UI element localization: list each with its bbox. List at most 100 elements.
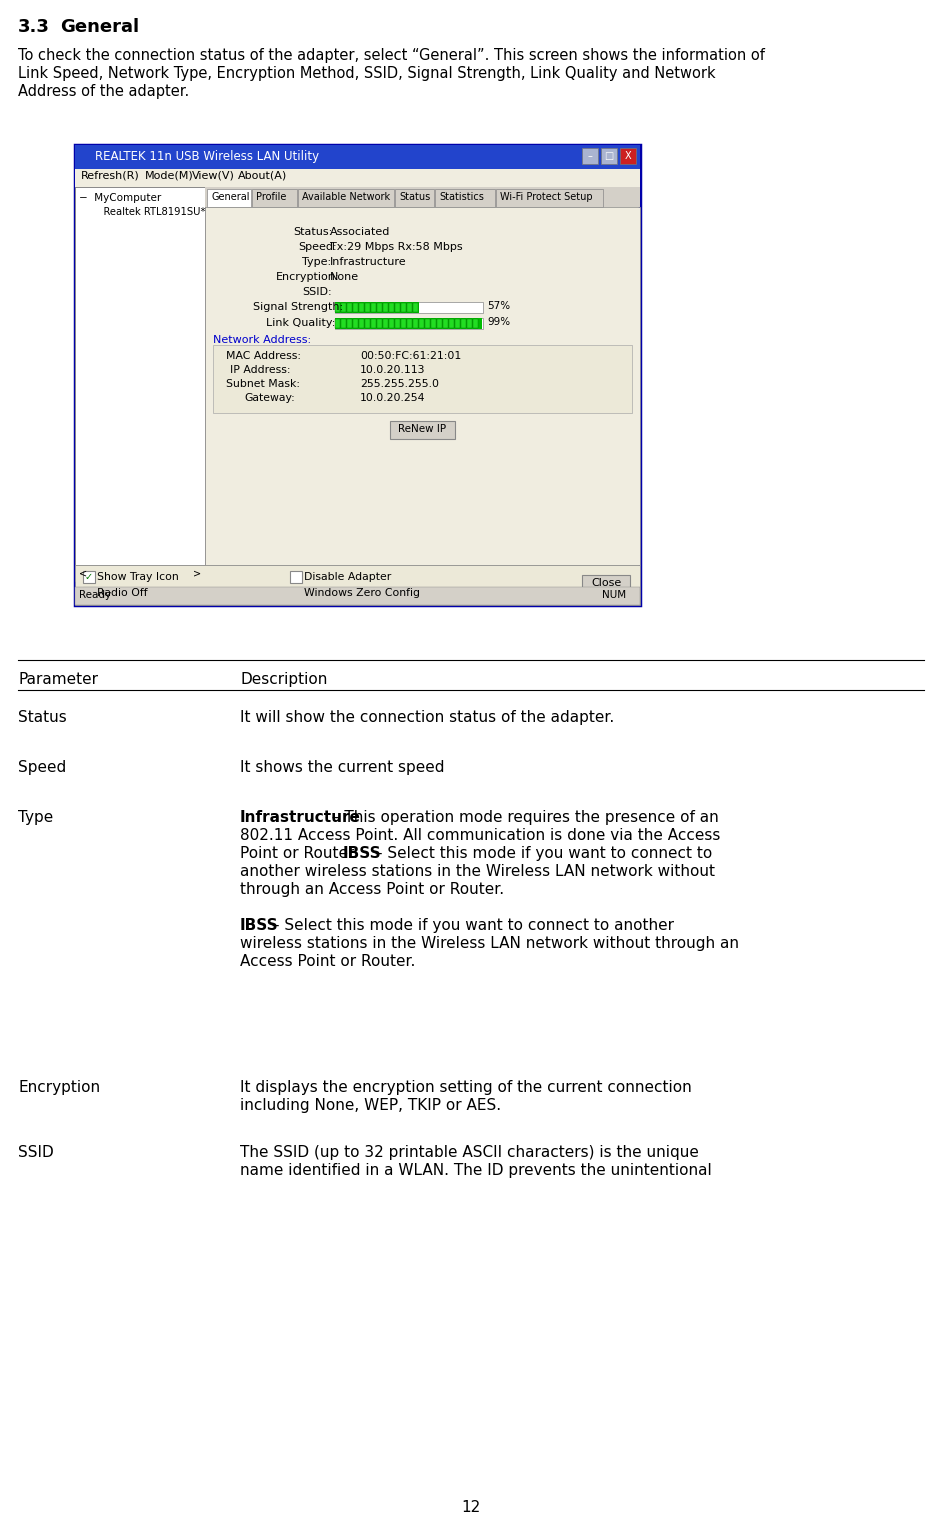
Text: including None, WEP, TKIP or AES.: including None, WEP, TKIP or AES.: [240, 1097, 501, 1113]
Text: IP Address:: IP Address:: [231, 365, 291, 374]
Text: −  MyComputer: − MyComputer: [79, 193, 161, 202]
Bar: [341, 320, 346, 329]
Text: Infrastructure: Infrastructure: [330, 257, 407, 266]
Bar: [290, 571, 302, 583]
Text: REALTEK 11n USB Wireless LAN Utility: REALTEK 11n USB Wireless LAN Utility: [95, 151, 319, 163]
Bar: [353, 320, 358, 329]
Bar: [75, 145, 640, 606]
Text: Realtek RTL8191SU*: Realtek RTL8191SU*: [91, 207, 205, 218]
Text: name identified in a WLAN. The ID prevents the unintentional: name identified in a WLAN. The ID preven…: [240, 1163, 712, 1178]
Text: Speed:: Speed:: [298, 242, 336, 253]
Bar: [347, 303, 352, 312]
Text: 00:50:FC:61:21:01: 00:50:FC:61:21:01: [360, 352, 462, 361]
Bar: [419, 320, 424, 329]
Text: General: General: [211, 192, 250, 202]
Bar: [407, 320, 412, 329]
Text: 802.11 Access Point. All communication is done via the Access: 802.11 Access Point. All communication i…: [240, 828, 721, 843]
Text: Parameter: Parameter: [18, 673, 98, 686]
Text: 10.0.20.113: 10.0.20.113: [360, 365, 426, 374]
Text: SSID:: SSID:: [302, 288, 333, 297]
Text: 99%: 99%: [487, 317, 511, 327]
Text: <: <: [79, 568, 87, 578]
Text: Link Speed, Network Type, Encryption Method, SSID, Signal Strength, Link Quality: Link Speed, Network Type, Encryption Met…: [18, 65, 716, 81]
Bar: [395, 303, 400, 312]
Text: 57%: 57%: [487, 301, 511, 310]
Text: – Select this mode if you want to connect to: – Select this mode if you want to connec…: [370, 846, 712, 861]
Bar: [75, 145, 640, 169]
Text: ✓: ✓: [85, 572, 93, 581]
Text: Statistics: Statistics: [439, 192, 484, 202]
Text: Encryption:: Encryption:: [275, 272, 339, 282]
Bar: [467, 320, 472, 329]
Text: SSID: SSID: [18, 1145, 54, 1160]
Text: Available Network: Available Network: [301, 192, 390, 202]
Text: X: X: [625, 151, 631, 161]
Bar: [213, 345, 632, 412]
Bar: [205, 207, 640, 565]
Text: Type:: Type:: [302, 257, 332, 266]
Text: another wireless stations in the Wireless LAN network without: another wireless stations in the Wireles…: [240, 864, 715, 880]
Text: About(A): About(A): [238, 170, 287, 181]
Text: Status: Status: [399, 192, 430, 202]
Bar: [413, 320, 418, 329]
Text: Close: Close: [591, 578, 621, 587]
Text: Associated: Associated: [330, 227, 390, 237]
Text: 255.255.255.0: 255.255.255.0: [360, 379, 439, 390]
Bar: [365, 320, 370, 329]
Text: To check the connection status of the adapter, select “General”. This screen sho: To check the connection status of the ad…: [18, 49, 765, 62]
Bar: [207, 189, 252, 207]
Text: The SSID (up to 32 printable ASCII characters) is the unique: The SSID (up to 32 printable ASCII chara…: [240, 1145, 699, 1160]
Bar: [473, 320, 478, 329]
Bar: [83, 571, 95, 583]
Text: – Select this mode if you want to connect to another: – Select this mode if you want to connec…: [267, 918, 674, 933]
Text: IBSS: IBSS: [343, 846, 382, 861]
Bar: [335, 318, 481, 329]
Bar: [75, 565, 205, 581]
Bar: [461, 320, 466, 329]
Bar: [390, 422, 455, 438]
Text: Subnet Mask:: Subnet Mask:: [226, 379, 300, 390]
Text: Disable Adapter: Disable Adapter: [304, 572, 391, 581]
Text: It displays the encryption setting of the current connection: It displays the encryption setting of th…: [240, 1081, 691, 1094]
Bar: [582, 148, 598, 164]
Bar: [431, 320, 436, 329]
Text: Infrastructure: Infrastructure: [240, 810, 361, 825]
Bar: [389, 303, 394, 312]
Bar: [75, 187, 205, 565]
Bar: [449, 320, 454, 329]
Bar: [335, 320, 340, 329]
Bar: [389, 320, 394, 329]
Bar: [455, 320, 460, 329]
Text: IBSS: IBSS: [240, 918, 279, 933]
Bar: [383, 320, 388, 329]
Bar: [205, 187, 640, 207]
Text: NUM: NUM: [602, 591, 626, 600]
Bar: [371, 320, 376, 329]
Text: 3.3: 3.3: [18, 18, 50, 37]
Bar: [335, 301, 483, 314]
Text: □: □: [605, 151, 613, 161]
Bar: [377, 303, 382, 312]
Text: None: None: [330, 272, 359, 282]
Bar: [353, 303, 358, 312]
Bar: [396, 189, 434, 207]
Bar: [75, 587, 640, 606]
Bar: [290, 587, 302, 600]
Text: Profile: Profile: [256, 192, 286, 202]
Text: Windows Zero Config: Windows Zero Config: [304, 587, 420, 598]
Text: 12: 12: [462, 1501, 480, 1514]
Text: ReNew IP: ReNew IP: [398, 425, 447, 434]
Bar: [347, 320, 352, 329]
Text: Description: Description: [240, 673, 328, 686]
Text: It will show the connection status of the adapter.: It will show the connection status of th…: [240, 709, 614, 724]
Bar: [425, 320, 430, 329]
Bar: [437, 320, 442, 329]
Bar: [359, 320, 364, 329]
Text: wireless stations in the Wireless LAN network without through an: wireless stations in the Wireless LAN ne…: [240, 936, 739, 951]
Text: Refresh(R): Refresh(R): [81, 170, 139, 181]
Text: Encryption: Encryption: [18, 1081, 100, 1094]
Bar: [252, 189, 297, 207]
Text: Signal Strength:: Signal Strength:: [253, 301, 343, 312]
Text: –: –: [588, 151, 593, 161]
Text: Show Tray Icon: Show Tray Icon: [97, 572, 179, 581]
